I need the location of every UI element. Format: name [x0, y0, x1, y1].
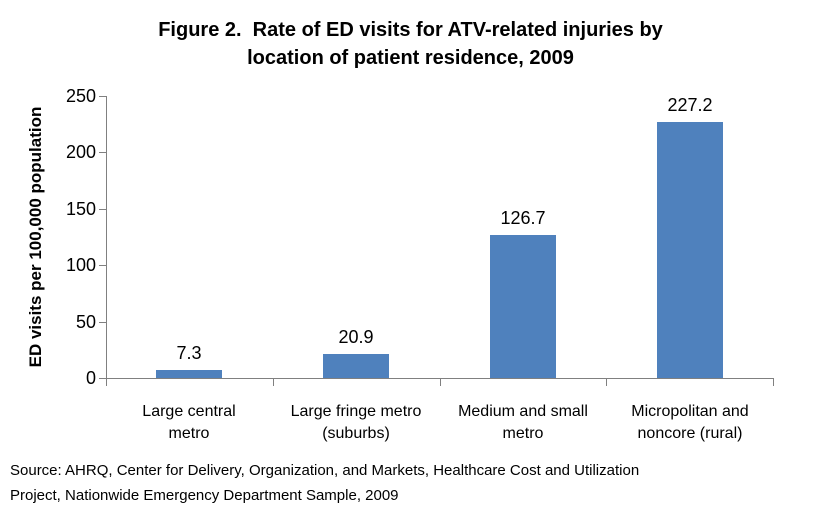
x-category-label-line: noncore (rural): [637, 425, 743, 442]
y-tick-mark: [99, 209, 106, 210]
plot-area: [106, 96, 774, 379]
y-tick-mark: [99, 96, 106, 97]
source-note: Source: AHRQ, Center for Delivery, Organ…: [10, 458, 639, 508]
x-category-label-line: Micropolitan and: [631, 403, 749, 420]
x-category-label-line: (suburbs): [322, 425, 390, 442]
y-tick-label: 50: [75, 312, 96, 332]
x-category-label: Micropolitan and noncore (rural): [600, 401, 780, 445]
x-category-label-line: Large central: [142, 403, 236, 420]
y-tick-label: 100: [65, 255, 96, 275]
y-tick-mark: [99, 378, 106, 379]
x-category-label-line: metro: [168, 425, 210, 442]
y-tick-mark: [99, 152, 106, 153]
source-note-line-1: Source: AHRQ, Center for Delivery, Organ…: [10, 462, 640, 479]
bar-value-label: 227.2: [667, 95, 713, 115]
bar-value-label: 126.7: [500, 208, 546, 228]
x-tick-mark: [606, 379, 607, 386]
bar-2: [323, 354, 389, 378]
x-tick-mark: [440, 379, 441, 386]
x-category-label-line: metro: [502, 425, 544, 442]
bar-value-label: 20.9: [338, 327, 374, 347]
bar-value-label: 7.3: [176, 343, 202, 363]
bar-3: [490, 235, 556, 378]
y-tick-mark: [99, 322, 106, 323]
x-tick-mark: [106, 379, 107, 386]
x-category-label: Medium and small metro: [433, 401, 613, 445]
x-category-label-line: Medium and small: [458, 403, 588, 420]
x-category-label: Large central metro: [99, 401, 279, 445]
chart-title: Figure 2. Rate of ED visits for ATV-rela…: [0, 16, 821, 72]
chart-title-line-1: Figure 2. Rate of ED visits for ATV-rela…: [158, 19, 663, 41]
y-tick-label: 250: [65, 86, 96, 106]
x-category-label: Large fringe metro (suburbs): [266, 401, 446, 445]
x-category-label-line: Large fringe metro: [290, 403, 422, 420]
bar-1: [156, 370, 222, 378]
y-tick-label: 0: [85, 368, 96, 388]
chart-title-line-2: location of patient residence, 2009: [247, 47, 574, 69]
x-tick-mark: [773, 379, 774, 386]
bar-4: [657, 122, 723, 378]
source-note-line-2: Project, Nationwide Emergency Department…: [10, 487, 399, 504]
y-tick-mark: [99, 265, 106, 266]
y-tick-label: 150: [65, 199, 96, 219]
x-tick-mark: [273, 379, 274, 386]
y-tick-label: 200: [65, 142, 96, 162]
